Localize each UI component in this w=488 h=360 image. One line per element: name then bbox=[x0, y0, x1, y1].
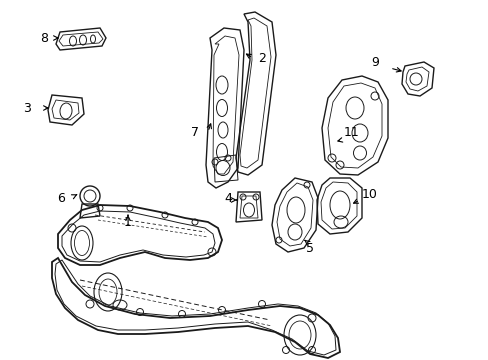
Text: 3: 3 bbox=[23, 102, 31, 114]
Text: 10: 10 bbox=[361, 189, 377, 202]
Text: 8: 8 bbox=[40, 31, 48, 45]
Text: 1: 1 bbox=[124, 216, 132, 229]
Text: 9: 9 bbox=[370, 55, 378, 68]
Text: 4: 4 bbox=[224, 192, 231, 204]
Text: 6: 6 bbox=[57, 192, 65, 204]
Text: 11: 11 bbox=[344, 126, 359, 139]
Text: 2: 2 bbox=[258, 51, 265, 64]
Text: 7: 7 bbox=[191, 126, 199, 139]
Text: 5: 5 bbox=[305, 242, 313, 255]
